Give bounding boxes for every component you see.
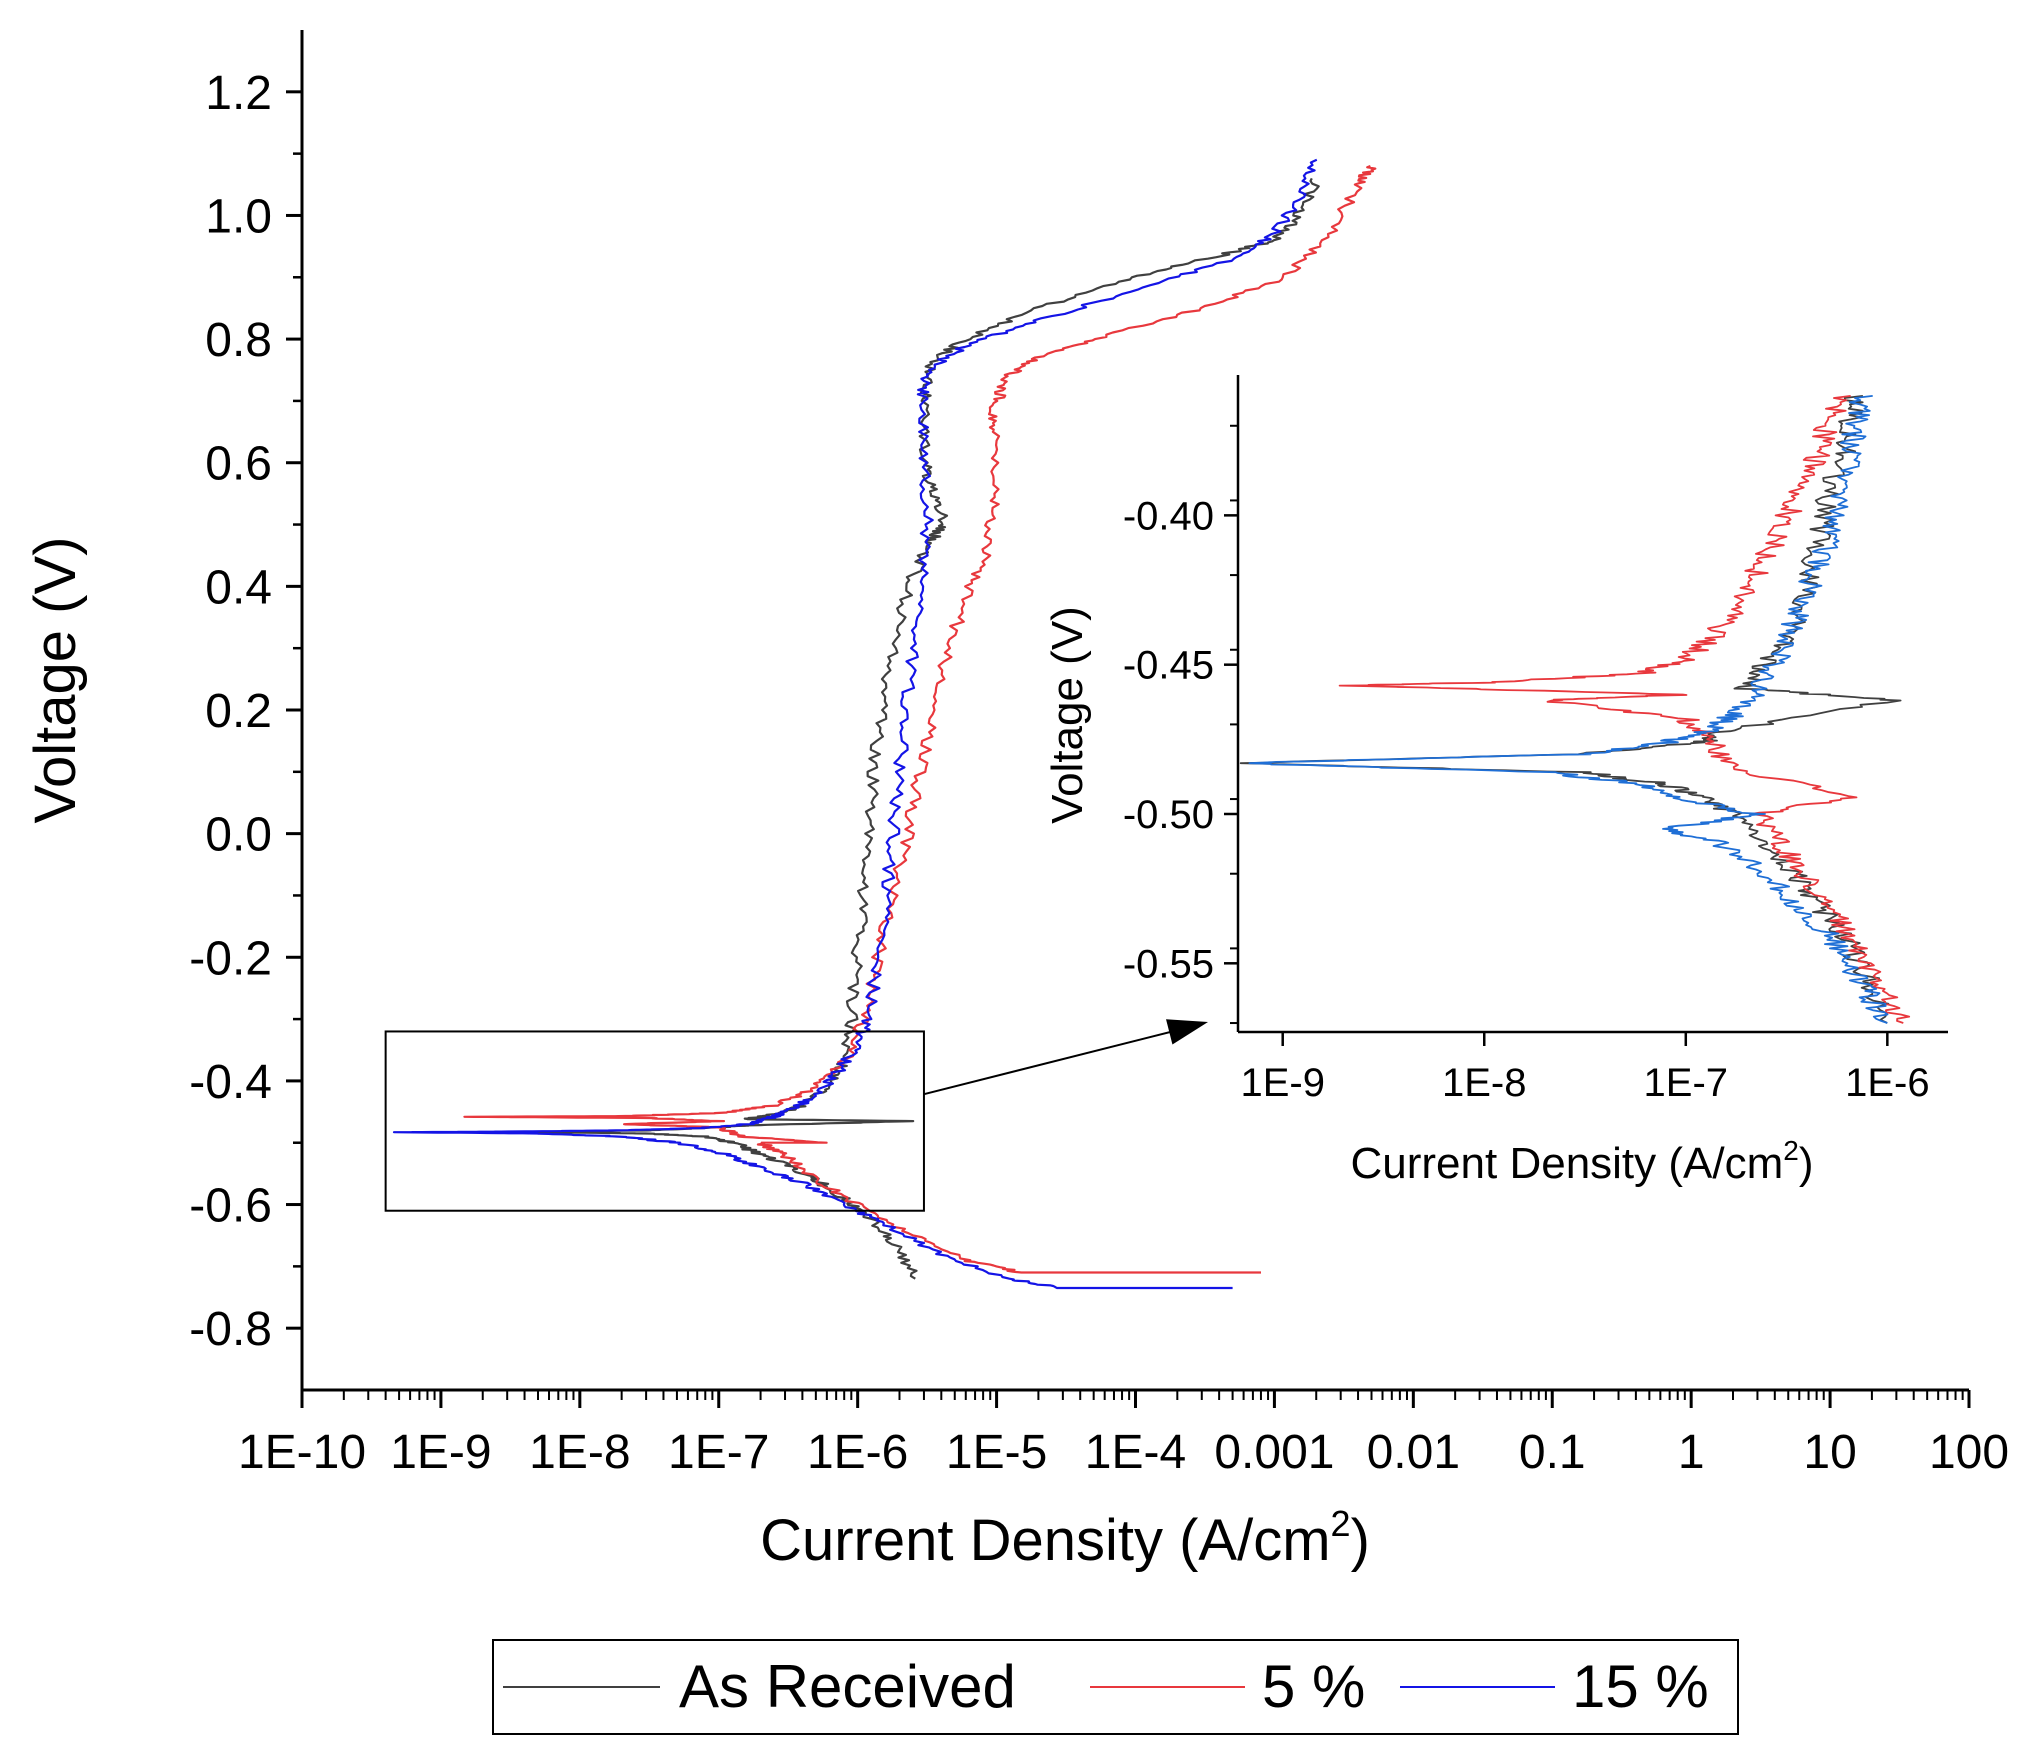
main-x-tick-label: 10 xyxy=(1803,1426,1856,1479)
main-y-axis-title: Voltage (V) xyxy=(23,537,88,824)
main-x-tick-label: 1E-6 xyxy=(807,1426,908,1479)
main-series-15-percent xyxy=(392,158,1318,1290)
inset-x-tick-label: 1E-6 xyxy=(1845,1061,1930,1105)
main-y-tick-label: -0.2 xyxy=(189,932,272,985)
main-x-axis-title-tail: ) xyxy=(1351,1508,1370,1573)
legend-label-15-percent: 15 % xyxy=(1572,1653,1709,1720)
legend-label-5-percent: 5 % xyxy=(1262,1653,1365,1720)
main-x-tick-label: 100 xyxy=(1929,1426,2009,1479)
main-x-axis-title-text: Current Density (A/cm xyxy=(760,1508,1330,1573)
inset-y-axis-title: Voltage (V) xyxy=(1043,606,1092,824)
main-y-tick-label: 1.2 xyxy=(205,67,272,120)
inset-series-group xyxy=(1239,395,1911,1024)
main-series-5-percent xyxy=(463,164,1377,1274)
inset-x-tick-label: 1E-7 xyxy=(1644,1061,1729,1105)
main-y-tick-label: -0.8 xyxy=(189,1303,272,1356)
main-x-tick-label: 0.001 xyxy=(1214,1426,1334,1479)
main-y-tick-label: 0.8 xyxy=(205,314,272,367)
main-y-tick-label: -0.6 xyxy=(189,1180,272,1233)
inset-series-as-received xyxy=(1239,395,1902,1024)
zoom-arrow xyxy=(923,1024,1199,1096)
main-y-tick-label: 0.4 xyxy=(205,561,272,614)
inset-y-tick-label: -0.45 xyxy=(1123,644,1214,688)
inset-x-axis-title-sup: 2 xyxy=(1783,1135,1799,1166)
main-ticks: -0.8 -0.6 -0.4 -0.2 0.0 0.2 0.4 0.6 0.8 1.0 1.2 1E-… xyxy=(189,67,2009,1479)
main-y-tick-label: 0.2 xyxy=(205,685,272,738)
main-x-tick-label: 1 xyxy=(1678,1426,1705,1479)
main-x-tick-label: 1E-10 xyxy=(238,1426,366,1479)
main-x-tick-label: 1E-8 xyxy=(529,1426,630,1479)
main-y-tick-label: 1.0 xyxy=(205,190,272,243)
main-y-tick-label: -0.4 xyxy=(189,1056,272,1109)
main-x-tick-label: 1E-7 xyxy=(668,1426,769,1479)
zoom-arrow-head xyxy=(1166,1019,1208,1045)
main-series-group xyxy=(392,158,1377,1290)
main-y-tick-label: 0.0 xyxy=(205,809,272,862)
zoom-box-group xyxy=(384,1019,1208,1212)
main-x-tick-label: 0.1 xyxy=(1519,1426,1586,1479)
inset-x-axis-title-text: Current Density (A/cm xyxy=(1351,1139,1784,1188)
legend-label-as-received: As Received xyxy=(679,1653,1016,1720)
inset-axes xyxy=(1236,375,1948,1034)
main-y-tick-label: 0.6 xyxy=(205,438,272,491)
inset-x-tick-label: 1E-9 xyxy=(1240,1061,1325,1105)
inset-x-axis-title-tail: ) xyxy=(1799,1139,1814,1188)
inset-series-15-percent xyxy=(1248,395,1889,1024)
inset-y-tick-label: -0.55 xyxy=(1123,942,1214,986)
inset-plot-area xyxy=(1238,375,1948,1032)
inset-ticks: -0.55 -0.50 -0.45 -0.40 1E-9 1E-8 1E-7 1E-6 xyxy=(1123,424,1930,1105)
zoom-box xyxy=(384,1030,925,1212)
inset-y-tick-label: -0.50 xyxy=(1123,793,1214,837)
main-x-axis-title-sup: 2 xyxy=(1331,1503,1351,1544)
legend: As Received 5 % 15 % xyxy=(492,1639,1739,1735)
main-x-tick-label: 1E-5 xyxy=(946,1426,1047,1479)
inset-background xyxy=(1238,375,1948,1032)
inset-series-5-percent xyxy=(1338,395,1911,1024)
main-x-tick-label: 1E-4 xyxy=(1085,1426,1186,1479)
main-x-axis-title: Current Density (A/cm2) xyxy=(760,1503,1370,1573)
main-x-tick-label: 0.01 xyxy=(1367,1426,1460,1479)
main-x-tick-label: 1E-9 xyxy=(390,1426,491,1479)
inset-x-tick-label: 1E-8 xyxy=(1442,1061,1527,1105)
inset-x-axis-title: Current Density (A/cm2) xyxy=(1351,1135,1814,1188)
inset-y-tick-label: -0.40 xyxy=(1123,494,1214,538)
